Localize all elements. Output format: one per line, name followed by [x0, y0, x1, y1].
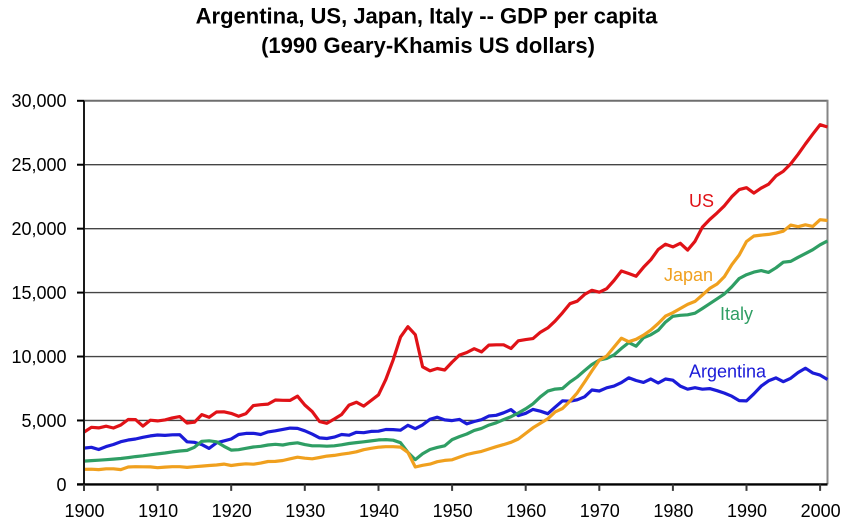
svg-text:US: US — [689, 191, 714, 211]
svg-text:(1990 Geary-Khamis US dollars): (1990 Geary-Khamis US dollars) — [261, 33, 595, 58]
svg-text:25,000: 25,000 — [11, 155, 66, 175]
svg-text:1960: 1960 — [506, 501, 546, 521]
svg-text:Japan: Japan — [664, 265, 713, 285]
svg-text:1950: 1950 — [433, 501, 473, 521]
svg-text:0: 0 — [56, 475, 66, 495]
svg-text:10,000: 10,000 — [11, 347, 66, 367]
svg-text:1900: 1900 — [64, 501, 104, 521]
svg-text:1990: 1990 — [727, 501, 767, 521]
svg-text:1980: 1980 — [653, 501, 693, 521]
svg-text:15,000: 15,000 — [11, 283, 66, 303]
svg-text:Argentina, US, Japan, Italy --: Argentina, US, Japan, Italy -- GDP per c… — [196, 4, 658, 29]
svg-text:5,000: 5,000 — [21, 411, 66, 431]
svg-text:1920: 1920 — [212, 501, 252, 521]
svg-text:20,000: 20,000 — [11, 219, 66, 239]
svg-text:1930: 1930 — [285, 501, 325, 521]
svg-text:Argentina: Argentina — [689, 362, 767, 382]
svg-text:Italy: Italy — [720, 304, 753, 324]
svg-text:1970: 1970 — [580, 501, 620, 521]
svg-text:1910: 1910 — [138, 501, 178, 521]
svg-text:1940: 1940 — [359, 501, 399, 521]
svg-text:30,000: 30,000 — [11, 91, 66, 111]
svg-text:2000: 2000 — [801, 501, 841, 521]
